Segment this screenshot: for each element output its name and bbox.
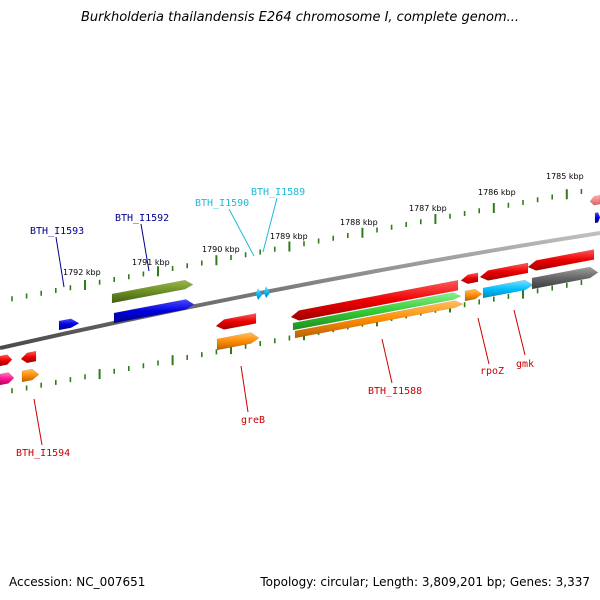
gene-feature-left-red: [0, 354, 13, 367]
gene-feature-bth-i1588-green: [292, 292, 462, 331]
leader-bth-i1590: [228, 208, 255, 257]
page-title: Burkholderia thailandensis E264 chromoso…: [80, 10, 520, 25]
gene-feature-bth-i1593: [58, 318, 80, 331]
gene-feature-bth-i1589: [264, 286, 270, 298]
topology-text: Topology: circular; Length: 3,809,201 bp…: [260, 575, 590, 589]
kbp-label: 1789 kbp: [270, 232, 308, 241]
gene-label-bth-i1590[interactable]: BTH_I1590: [195, 198, 249, 209]
gene-feature-greb: [216, 332, 260, 351]
kbp-label: 1790 kbp: [202, 245, 240, 254]
gene-feature-bth-i1588-orange: [294, 300, 464, 339]
gene-label-gmk[interactable]: gmk: [516, 359, 534, 370]
gene-label-rpoz[interactable]: rpoZ: [480, 366, 504, 377]
gene-label-bth-i1588[interactable]: BTH_I1588: [368, 386, 422, 397]
gene-label-greb[interactable]: greB: [241, 415, 265, 426]
kbp-label: 1791 kbp: [132, 258, 170, 267]
gene-feature-bth-i1592: [113, 299, 195, 324]
label-layer: 1792 kbp 1791 kbp 1790 kbp 1789 kbp 1788 kbp…: [16, 172, 584, 459]
gene-feature-gmk: [482, 279, 534, 299]
kbp-label: 1786 kbp: [478, 188, 516, 197]
gene-feature-left-pink: [0, 372, 15, 386]
gene-feature-rpoz: [464, 288, 483, 302]
kbp-label: 1788 kbp: [340, 218, 378, 227]
leader-greb: [240, 365, 249, 413]
kbp-label: 1785 kbp: [546, 172, 584, 181]
leader-layer: [33, 197, 526, 446]
gene-label-bth-i1589[interactable]: BTH_I1589: [251, 187, 305, 198]
accession-text: Accession: NC_007651: [9, 575, 146, 589]
gene-feature-bth-i1590: [256, 288, 262, 300]
leader-gmk: [513, 309, 526, 356]
kbp-label: 1792 kbp: [63, 268, 101, 277]
gene-label-bth-i1592[interactable]: BTH_I1592: [115, 213, 169, 224]
genome-backbone: [0, 231, 600, 350]
leader-rpoz: [477, 317, 490, 365]
leader-bth-i1594: [33, 398, 43, 446]
gene-feature-right-red: [527, 249, 595, 271]
gene-feature-bth-i1594-upper: [20, 350, 37, 364]
gene-feature-bth-i1592-olive: [111, 279, 194, 304]
tick-layer: [11, 189, 583, 394]
gene-feature-gmk-upper: [479, 262, 529, 281]
leader-bth-i1593: [55, 236, 65, 288]
gene-label-bth-i1594[interactable]: BTH_I1594: [16, 448, 70, 459]
leader-bth-i1589: [262, 197, 278, 253]
gene-feature-right-gray: [531, 266, 599, 290]
gene-feature-edge-blue: [594, 212, 600, 224]
gene-feature-rpoz-upper: [460, 272, 479, 284]
leader-bth-i1588: [381, 338, 393, 384]
gene-feature-bth-i1588: [290, 279, 459, 321]
gene-label-bth-i1593[interactable]: BTH_I1593: [30, 226, 84, 237]
leader-bth-i1592: [140, 223, 150, 272]
gene-feature-bth-i1594: [21, 368, 40, 383]
gene-feature-edge-salmon: [589, 194, 600, 206]
feature-layer: [0, 194, 600, 386]
gene-feature-greb-upper: [215, 313, 257, 330]
kbp-label: 1787 kbp: [409, 204, 447, 213]
